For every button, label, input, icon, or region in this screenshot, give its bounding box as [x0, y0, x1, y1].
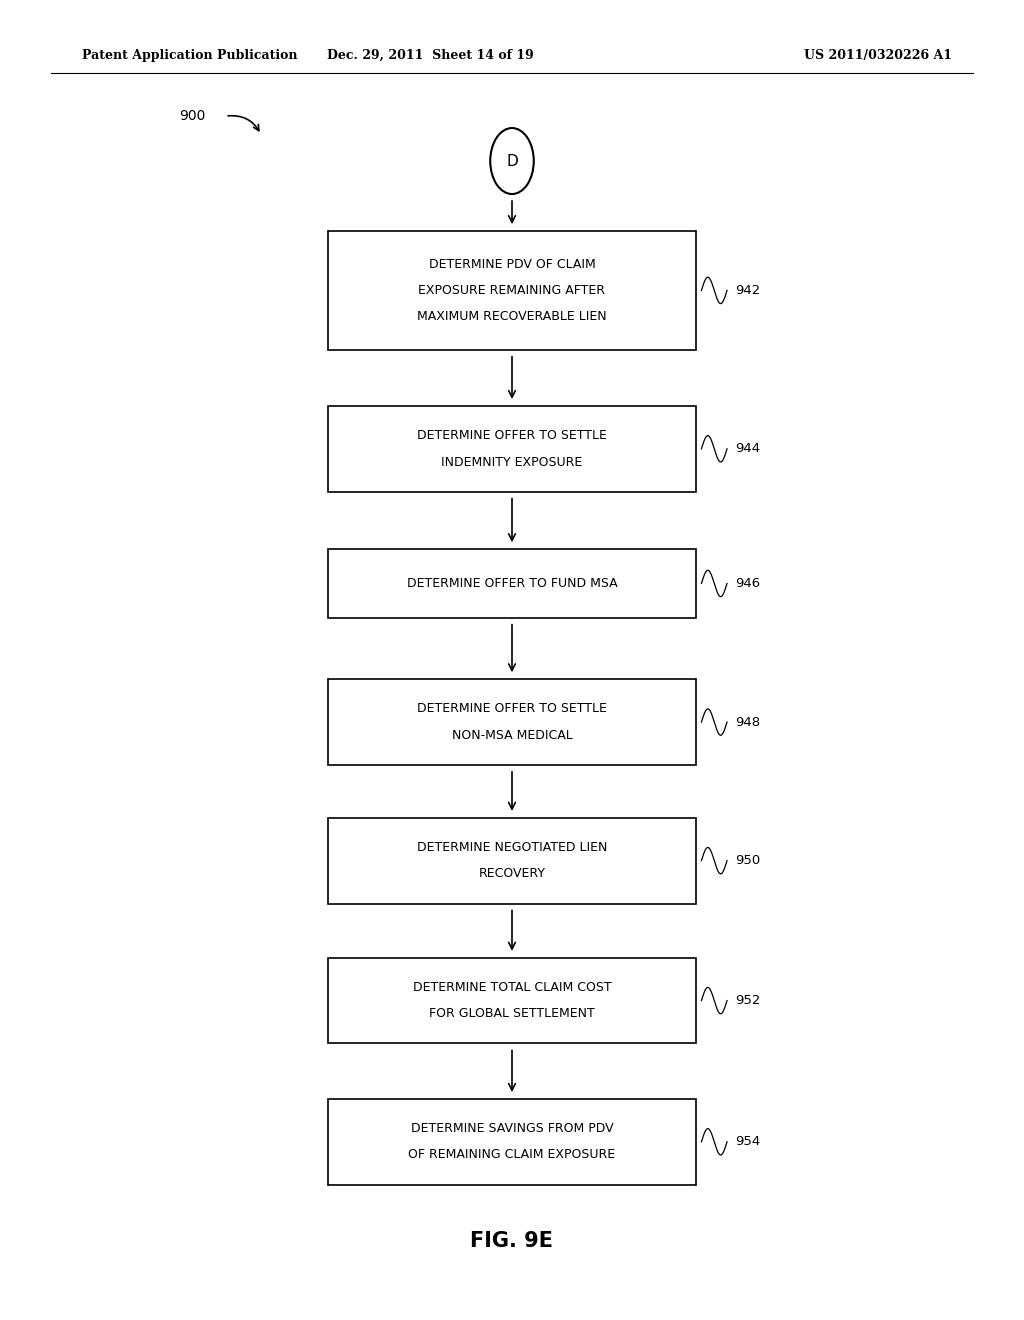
Bar	[328, 1098, 696, 1185]
Text: 944: 944	[735, 442, 761, 455]
Text: 948: 948	[735, 715, 761, 729]
Text: EXPOSURE REMAINING AFTER: EXPOSURE REMAINING AFTER	[419, 284, 605, 297]
Bar	[328, 817, 696, 903]
Text: 942: 942	[735, 284, 761, 297]
Text: US 2011/0320226 A1: US 2011/0320226 A1	[804, 49, 952, 62]
Text: 946: 946	[735, 577, 761, 590]
Text: 954: 954	[735, 1135, 761, 1148]
Text: DETERMINE OFFER TO SETTLE: DETERMINE OFFER TO SETTLE	[417, 429, 607, 442]
Text: 900: 900	[179, 110, 206, 123]
Text: DETERMINE OFFER TO SETTLE: DETERMINE OFFER TO SETTLE	[417, 702, 607, 715]
Text: DETERMINE NEGOTIATED LIEN: DETERMINE NEGOTIATED LIEN	[417, 841, 607, 854]
Text: OF REMAINING CLAIM EXPOSURE: OF REMAINING CLAIM EXPOSURE	[409, 1148, 615, 1162]
Text: DETERMINE OFFER TO FUND MSA: DETERMINE OFFER TO FUND MSA	[407, 577, 617, 590]
Text: 952: 952	[735, 994, 761, 1007]
Bar	[328, 958, 696, 1043]
Text: Dec. 29, 2011  Sheet 14 of 19: Dec. 29, 2011 Sheet 14 of 19	[327, 49, 534, 62]
Text: D: D	[506, 153, 518, 169]
Text: INDEMNITY EXPOSURE: INDEMNITY EXPOSURE	[441, 455, 583, 469]
Text: DETERMINE TOTAL CLAIM COST: DETERMINE TOTAL CLAIM COST	[413, 981, 611, 994]
Text: DETERMINE PDV OF CLAIM: DETERMINE PDV OF CLAIM	[429, 257, 595, 271]
Bar	[328, 405, 696, 491]
Text: RECOVERY: RECOVERY	[478, 867, 546, 880]
Bar	[328, 680, 696, 766]
Text: DETERMINE SAVINGS FROM PDV: DETERMINE SAVINGS FROM PDV	[411, 1122, 613, 1135]
Text: FIG. 9E: FIG. 9E	[470, 1230, 554, 1251]
Bar	[328, 231, 696, 350]
Text: NON-MSA MEDICAL: NON-MSA MEDICAL	[452, 729, 572, 742]
Bar	[328, 549, 696, 618]
Text: 950: 950	[735, 854, 761, 867]
Text: Patent Application Publication: Patent Application Publication	[82, 49, 297, 62]
Text: FOR GLOBAL SETTLEMENT: FOR GLOBAL SETTLEMENT	[429, 1007, 595, 1020]
Text: MAXIMUM RECOVERABLE LIEN: MAXIMUM RECOVERABLE LIEN	[417, 310, 607, 323]
